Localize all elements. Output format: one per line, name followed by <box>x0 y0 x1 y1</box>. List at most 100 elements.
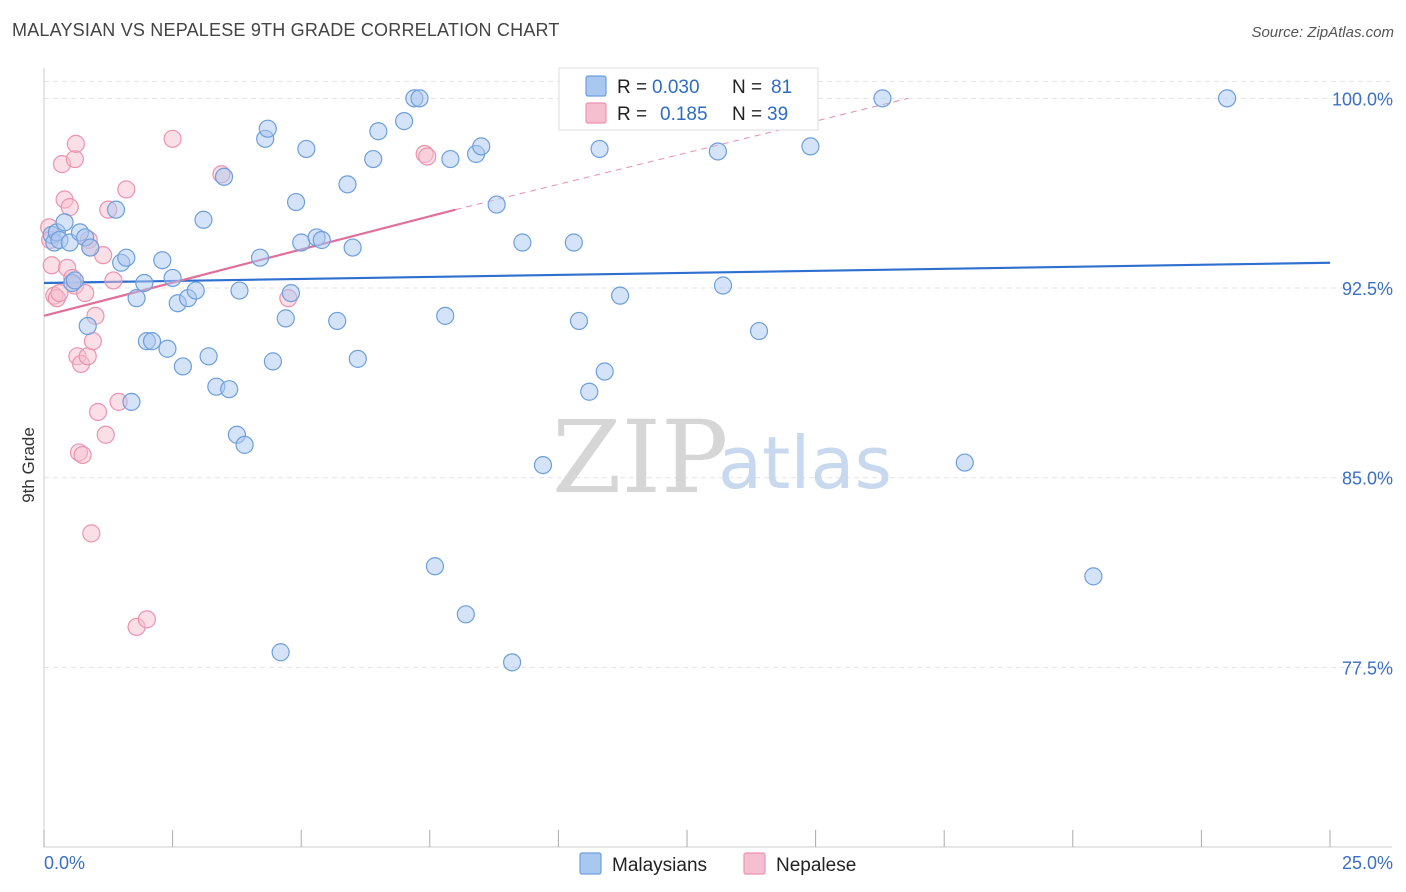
malaysian-point <box>955 453 974 472</box>
malaysian-point <box>580 382 599 401</box>
nepalese-points <box>40 129 437 637</box>
legend-r-label-nepalese: R = <box>617 104 647 125</box>
malaysian-point <box>78 316 97 336</box>
malaysian-point <box>436 306 455 325</box>
malaysian-point <box>1218 89 1237 108</box>
malaysian-point <box>65 271 84 290</box>
trend-lines <box>43 97 1331 317</box>
bottom-legend-nepalese: Nepalese <box>776 855 856 876</box>
watermark-zip: ZIP <box>552 399 728 516</box>
malaysian-point <box>235 435 254 454</box>
malaysian-point <box>81 238 100 257</box>
malaysian-point <box>122 392 141 411</box>
malaysian-point <box>312 230 331 250</box>
malaysian-point <box>338 175 357 194</box>
malaysian-point <box>708 142 727 161</box>
chart-title: MALAYSIAN VS NEPALESE 9TH GRADE CORRELAT… <box>12 20 560 40</box>
nepalese-point <box>83 332 102 351</box>
malaysian-point <box>199 347 218 366</box>
y-tick-labels: 77.5% 85.0% 92.5% 100.0% <box>1332 89 1393 678</box>
nepalese-point <box>104 271 123 290</box>
legend-r-value-nepalese: 0.185 <box>660 104 708 125</box>
x-tick-labels: 0.0% 25.0% <box>44 853 1393 873</box>
malaysian-point <box>194 210 213 229</box>
malaysian-point <box>595 362 614 381</box>
nepalese-point <box>50 284 69 303</box>
malaysian-point <box>328 311 347 331</box>
nepalese-point <box>42 256 61 275</box>
nepalese-point <box>418 147 437 166</box>
malaysian-point <box>214 167 234 186</box>
bottom-legend-swatch-malaysians <box>579 852 602 875</box>
y-tick-label-0: 77.5% <box>1342 658 1393 678</box>
malaysian-point <box>158 339 177 358</box>
malaysian-point <box>286 192 306 212</box>
legend: R = 0.030 N = 81 R = 0.185 N = 39 <box>558 67 819 131</box>
y-axis-label: 9th Grade <box>19 427 38 503</box>
malaysian-point <box>220 380 239 399</box>
y-tick-label-2: 92.5% <box>1342 279 1393 299</box>
malaysian-point <box>503 653 522 672</box>
nepalese-point <box>73 445 92 465</box>
nepalese-point <box>65 149 84 169</box>
malaysian-point <box>425 557 445 576</box>
malaysian-point <box>343 238 362 257</box>
y-tick-label-1: 85.0% <box>1342 469 1393 489</box>
source-label: Source: ZipAtlas.com <box>1251 24 1394 41</box>
nepalese-point <box>82 524 101 543</box>
malaysian-point <box>472 137 491 156</box>
watermark: ZIP atlas <box>552 399 892 516</box>
nepalese-point <box>60 198 79 217</box>
malaysian-point <box>749 321 769 341</box>
bottom-legend-malaysians: Malaysians <box>612 855 707 876</box>
bottom-legend-swatch-nepalese <box>743 852 766 875</box>
malaysian-point <box>590 139 609 159</box>
bottom-legend: Malaysians Nepalese <box>579 852 856 876</box>
watermark-atlas: atlas <box>718 421 892 505</box>
x-tick-label-1: 25.0% <box>1342 853 1393 873</box>
malaysian-point <box>135 273 154 293</box>
x-tick-label-0: 0.0% <box>44 853 85 873</box>
malaysian-point <box>230 281 249 300</box>
legend-r-value-malaysians: 0.030 <box>652 77 700 98</box>
malaysian-point <box>1084 567 1103 586</box>
nepalese-point <box>78 347 97 366</box>
malaysian-point <box>186 281 205 300</box>
nepalese-point <box>96 425 115 444</box>
malaysian-point <box>611 286 630 305</box>
malaysian-point <box>713 276 733 295</box>
nepalese-point <box>66 134 85 153</box>
malaysian-point <box>569 311 589 331</box>
legend-swatch-nepalese <box>585 102 607 124</box>
grid-lines <box>44 80 1392 668</box>
malaysian-point <box>297 139 316 159</box>
malaysian-point <box>106 200 126 219</box>
malaysian-point <box>456 605 475 624</box>
legend-r-label-malaysians: R = <box>617 77 647 98</box>
malaysian-points <box>42 89 1237 672</box>
malaysian-point <box>173 357 192 376</box>
malaysian-point <box>163 268 182 288</box>
legend-n-value-malaysians: 81 <box>771 77 792 98</box>
malaysian-point <box>258 119 277 138</box>
malaysian-point <box>153 251 172 270</box>
nepalese-point <box>76 284 95 303</box>
malaysian-point <box>369 122 388 141</box>
nepalese-point <box>137 610 156 629</box>
malaysian-point <box>250 248 270 267</box>
legend-n-label-malaysians: N = <box>732 77 762 98</box>
malaysian-point <box>873 89 892 108</box>
malaysian-point <box>271 643 290 662</box>
legend-n-label-nepalese: N = <box>732 104 762 125</box>
malaysian-point <box>281 284 301 303</box>
malaysian-point <box>142 332 162 351</box>
malaysian-point <box>127 289 146 308</box>
malaysian-point <box>487 195 506 214</box>
malaysian-point <box>292 233 311 252</box>
malaysian-point <box>364 149 383 169</box>
malaysians-trend-line <box>43 261 1331 285</box>
legend-n-value-nepalese: 39 <box>767 104 788 125</box>
nepalese-trend-extension <box>455 97 909 211</box>
nepalese-point <box>117 180 136 199</box>
